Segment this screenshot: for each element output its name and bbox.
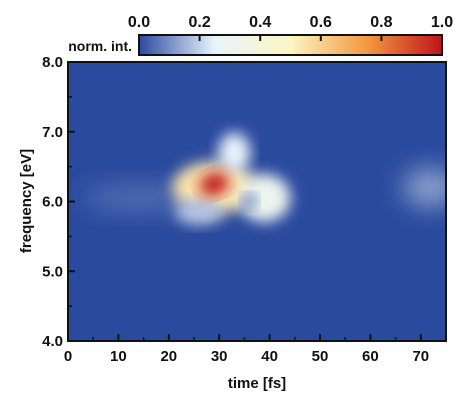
colorbar xyxy=(138,34,443,56)
heatmap-dip xyxy=(242,194,257,209)
colorbar-tick-label: 0.8 xyxy=(370,14,392,31)
colorbar-tick-label: 0.4 xyxy=(249,14,271,31)
x-tick-label: 30 xyxy=(211,348,228,365)
x-axis-label: time [fs] xyxy=(228,375,286,392)
colorbar-ticks: 0.0 0.2 0.4 0.6 0.8 1.0 xyxy=(128,14,453,41)
y-tick-label: 7.0 xyxy=(42,124,63,141)
x-tick-label: 60 xyxy=(362,348,379,365)
x-tick-label: 40 xyxy=(261,348,278,365)
heatmap-features xyxy=(83,132,446,225)
heatmap-peak xyxy=(199,172,229,196)
x-tick-label: 0 xyxy=(64,348,72,365)
y-tick-label: 4.0 xyxy=(42,333,63,350)
heatmap-area xyxy=(68,62,446,341)
y-tick-label: 6.0 xyxy=(42,194,63,211)
x-tick-label: 50 xyxy=(312,348,329,365)
heatmap-lower-lobe xyxy=(175,198,224,225)
colorbar-tick-label: 1.0 xyxy=(431,14,453,31)
x-tick-label: 20 xyxy=(160,348,177,365)
colorbar-label: norm. int. xyxy=(68,38,132,54)
heatmap-right-lobe xyxy=(238,174,291,223)
heatmap-weak-feature xyxy=(402,167,446,208)
heatmap-left-tail xyxy=(83,184,194,213)
colorbar-tick-label: 0.6 xyxy=(310,14,332,31)
colorbar-tick-label: 0.2 xyxy=(188,14,210,31)
y-axis-label: frequency [eV] xyxy=(18,149,35,253)
y-tick-label: 8.0 xyxy=(42,54,63,71)
x-tick-label: 10 xyxy=(110,348,127,365)
colorbar-tick-label: 0.0 xyxy=(128,14,150,31)
x-axis-ticks: 0 10 20 30 40 50 60 70 xyxy=(64,334,429,365)
y-tick-label: 5.0 xyxy=(42,263,63,280)
heatmap-upper-tail xyxy=(218,132,251,173)
y-axis-ticks: 4.0 5.0 6.0 7.0 8.0 xyxy=(42,54,75,350)
x-tick-label: 70 xyxy=(412,348,429,365)
